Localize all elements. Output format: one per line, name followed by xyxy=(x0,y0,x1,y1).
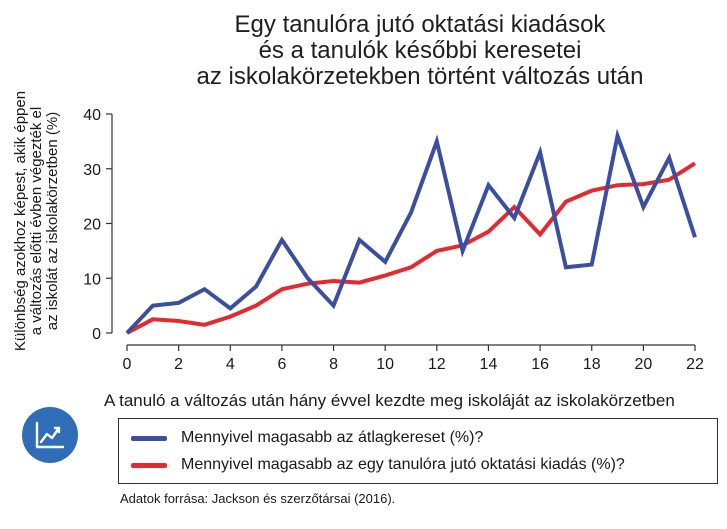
chart-badge xyxy=(22,407,78,463)
x-tick-label: 6 xyxy=(277,356,286,373)
x-tick-label: 2 xyxy=(174,356,183,373)
x-tick-label: 12 xyxy=(428,356,446,373)
line-chart: 0 10 20 30 40 0 2 4 6 8 10 12 14 16 18 20 22 Különbség az… xyxy=(12,91,704,373)
x-tick-label: 22 xyxy=(686,356,704,373)
y-axis-label-line: a változás előtti évben végezték el xyxy=(28,107,45,335)
x-tick-label: 14 xyxy=(480,356,498,373)
series-line-spending xyxy=(126,161,697,335)
line-chart-icon xyxy=(35,421,65,449)
x-tick-label: 10 xyxy=(376,356,394,373)
y-axis-label-line: az iskolát az iskolakörzetben (%) xyxy=(44,112,61,330)
y-tick-label: 10 xyxy=(83,271,101,288)
legend-item-earnings: Mennyivel magasabb az átlagkereset (%)? xyxy=(131,426,483,450)
y-tick-label: 40 xyxy=(83,107,101,124)
x-tick-label: 18 xyxy=(583,356,601,373)
legend-swatch-red xyxy=(131,462,167,468)
x-tick-label: 16 xyxy=(531,356,549,373)
y-tick-label: 0 xyxy=(92,326,101,343)
source-note: Adatok forrása: Jackson és szerzőtársai … xyxy=(120,491,396,506)
chart-title-line-1: Egy tanulóra jutó oktatási kiadások xyxy=(234,11,606,38)
y-tick-label: 30 xyxy=(83,162,101,179)
chart-title-line-3: az iskolakörzetekben történt változás ut… xyxy=(196,63,644,90)
y-axis-label-line: Különbség azokhoz képest, akik éppen xyxy=(12,91,29,351)
x-axis-label: A tanuló a változás után hány évvel kezd… xyxy=(104,391,675,410)
legend-label-spending: Mennyivel magasabb az egy tanulóra jutó … xyxy=(181,456,625,473)
chart-title-line-2: és a tanulók későbbi keresetei xyxy=(258,37,582,64)
x-tick-label: 0 xyxy=(123,356,132,373)
x-tick-label: 4 xyxy=(226,356,235,373)
x-tick-label: 20 xyxy=(634,356,652,373)
legend-label-earnings: Mennyivel magasabb az átlagkereset (%)? xyxy=(181,429,484,446)
chart-title: Egy tanulóra jutó oktatási kiadások és a… xyxy=(120,12,720,90)
legend-item-spending: Mennyivel magasabb az egy tanulóra jutó … xyxy=(131,453,625,477)
y-tick-label: 20 xyxy=(83,217,101,234)
x-tick-label: 8 xyxy=(329,356,338,373)
legend: Mennyivel magasabb az átlagkereset (%)? … xyxy=(118,418,718,484)
series-line-earnings xyxy=(125,128,697,335)
legend-swatch-blue xyxy=(131,435,167,441)
